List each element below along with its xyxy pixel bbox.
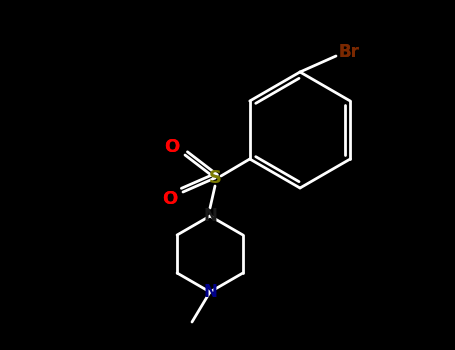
Text: Br: Br [338, 43, 359, 61]
Text: O: O [162, 190, 177, 208]
Text: O: O [164, 138, 180, 156]
Text: S: S [208, 169, 222, 187]
Text: N: N [203, 207, 217, 225]
Text: Br: Br [338, 43, 359, 61]
Text: O: O [162, 190, 177, 208]
Text: O: O [164, 138, 180, 156]
Text: N: N [203, 283, 217, 301]
